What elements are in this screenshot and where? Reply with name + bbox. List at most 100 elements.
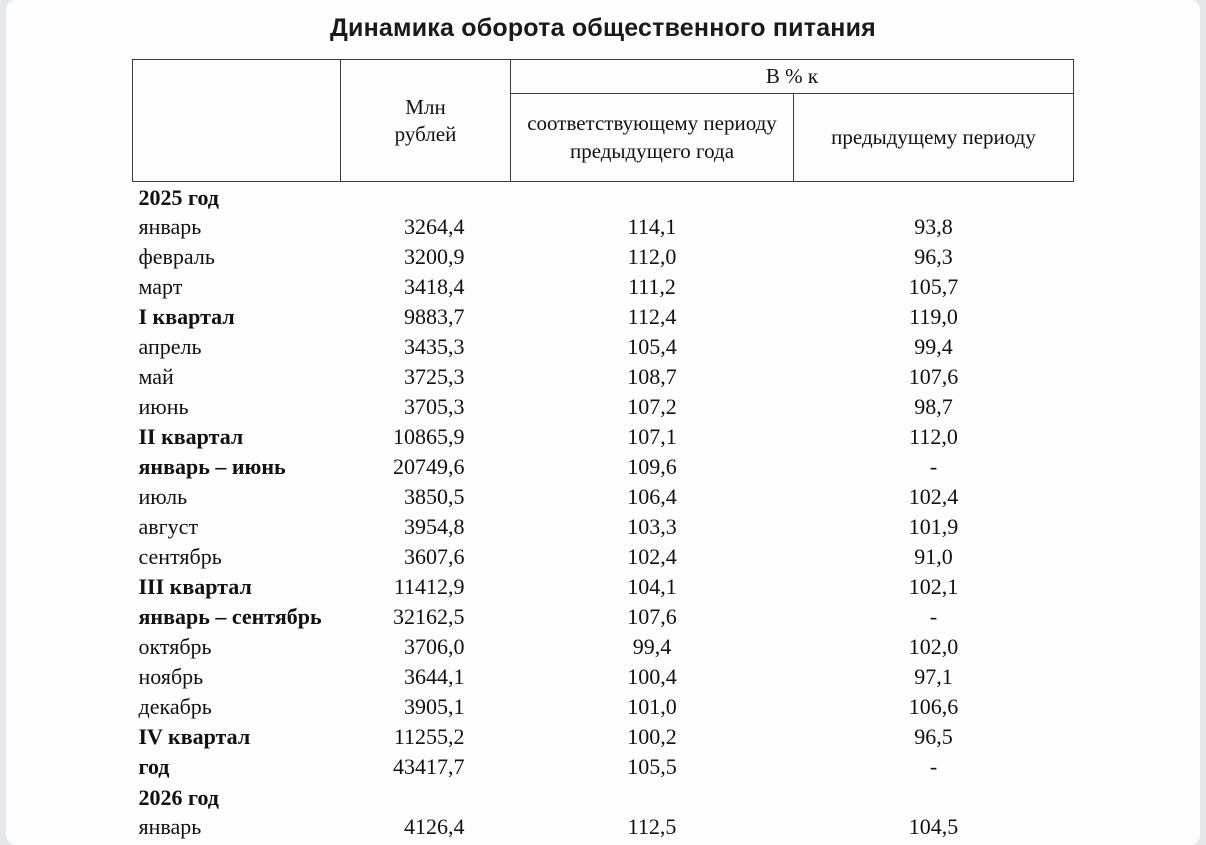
table-row: октябрь 3706,0 99,4 102,0 bbox=[133, 632, 1074, 662]
table-header: Млн рублей В % к соответствующему период… bbox=[132, 59, 1075, 182]
row-value-mln: 43417,7 bbox=[393, 754, 465, 779]
table-body: 2025 год январь 3264,4 114,1 93,8 февраль 3200… bbox=[133, 182, 1074, 843]
table-row: сентябрь 3607,6 102,4 91,0 bbox=[133, 542, 1074, 572]
table-row: III квартал 11412,9 104,1 102,1 bbox=[133, 572, 1074, 602]
row-label: июль bbox=[138, 484, 188, 509]
table-row: май 3725,3 108,7 107,6 bbox=[133, 362, 1074, 392]
row-value-prev-period: 102,1 bbox=[908, 574, 959, 599]
table-row: I квартал 9883,7 112,4 119,0 bbox=[133, 302, 1074, 332]
row-label: март bbox=[138, 274, 183, 299]
table-row: июль 3850,5 106,4 102,4 bbox=[133, 482, 1074, 512]
row-value-same-period bbox=[511, 782, 794, 812]
row-value-same-period: 105,5 bbox=[627, 754, 677, 779]
row-value-same-period: 111,2 bbox=[628, 274, 676, 299]
row-value-prev-period: 107,6 bbox=[908, 364, 959, 389]
header-empty-cell bbox=[132, 59, 341, 182]
row-value-same-period: 112,5 bbox=[627, 814, 677, 839]
row-label: февраль bbox=[138, 244, 215, 269]
row-value-same-period: 102,4 bbox=[627, 544, 677, 569]
row-value-prev-period: 112,0 bbox=[909, 424, 958, 449]
row-value-prev-period: 93,8 bbox=[914, 214, 953, 239]
row-value-prev-period: 96,5 bbox=[914, 724, 953, 749]
table-row: декабрь 3905,1 101,0 106,6 bbox=[133, 692, 1074, 722]
row-label: IV квартал bbox=[138, 724, 251, 749]
row-value-prev-period: 91,0 bbox=[914, 544, 953, 569]
table-row: февраль 3200,9 112,0 96,3 bbox=[133, 242, 1074, 272]
row-value-mln: 3725,3 bbox=[404, 364, 465, 389]
table-row: июнь 3705,3 107,2 98,7 bbox=[133, 392, 1074, 422]
row-label: январь – июнь bbox=[138, 454, 286, 479]
row-value-prev-period: 106,6 bbox=[908, 694, 959, 719]
row-label: декабрь bbox=[138, 694, 212, 719]
row-value-same-period: 103,3 bbox=[627, 514, 677, 539]
row-label: II квартал bbox=[138, 424, 244, 449]
row-label: октябрь bbox=[138, 634, 212, 659]
row-label: май bbox=[138, 364, 174, 389]
row-value-same-period: 107,2 bbox=[627, 394, 677, 419]
table-row: ноябрь 3644,1 100,4 97,1 bbox=[133, 662, 1074, 692]
row-value-same-period: 114,1 bbox=[627, 214, 677, 239]
row-value-mln: 32162,5 bbox=[393, 604, 465, 629]
table-row: январь – июнь 20749,6 109,6 - bbox=[133, 452, 1074, 482]
row-value-prev-period: - bbox=[929, 454, 938, 479]
row-value-mln: 3954,8 bbox=[404, 514, 465, 539]
row-value-prev-period bbox=[794, 182, 1074, 213]
row-label: III квартал bbox=[138, 574, 252, 599]
row-value-same-period: 112,0 bbox=[627, 244, 677, 269]
table-row: апрель 3435,3 105,4 99,4 bbox=[133, 332, 1074, 362]
table-row: II квартал 10865,9 107,1 112,0 bbox=[133, 422, 1074, 452]
row-label: июнь bbox=[138, 394, 189, 419]
row-value-prev-period: 105,7 bbox=[908, 274, 959, 299]
row-value-same-period: 100,4 bbox=[627, 664, 677, 689]
row-label: январь bbox=[138, 214, 202, 239]
catering-turnover-table: Млн рублей В % к соответствующему период… bbox=[132, 59, 1075, 843]
table-row: январь 3264,4 114,1 93,8 bbox=[133, 212, 1074, 242]
row-value-mln: 3644,1 bbox=[404, 664, 465, 689]
table-row: 2025 год bbox=[133, 182, 1074, 213]
row-value-prev-period: 99,4 bbox=[914, 334, 953, 359]
row-value-prev-period: 119,0 bbox=[909, 304, 958, 329]
page-title: Динамика оборота общественного питания bbox=[330, 14, 876, 42]
row-value-mln: 4126,4 bbox=[404, 814, 465, 839]
row-label: год bbox=[138, 754, 170, 779]
row-value-mln: 3418,4 bbox=[404, 274, 465, 299]
row-label: 2025 год bbox=[138, 185, 219, 210]
row-label: январь bbox=[138, 814, 202, 839]
row-label: 2026 год bbox=[138, 785, 219, 810]
row-value-mln bbox=[341, 782, 511, 812]
header-row-bottom: соответствующему периоду предыдущего год… bbox=[133, 93, 1075, 182]
row-value-same-period bbox=[511, 182, 794, 213]
document-page: Динамика оборота общественного питания М… bbox=[6, 0, 1200, 845]
row-value-same-period: 99,4 bbox=[632, 634, 672, 659]
row-value-mln: 11412,9 bbox=[393, 574, 465, 599]
row-value-mln: 9883,7 bbox=[404, 304, 465, 329]
row-value-mln: 3905,1 bbox=[404, 694, 465, 719]
row-value-same-period: 112,4 bbox=[627, 304, 677, 329]
row-value-mln: 3706,0 bbox=[404, 634, 465, 659]
header-prev-period: предыдущему периоду bbox=[792, 93, 1075, 182]
row-value-same-period: 106,4 bbox=[627, 484, 677, 509]
row-value-same-period: 104,1 bbox=[627, 574, 677, 599]
table-row: 2026 год bbox=[133, 782, 1074, 812]
row-value-same-period: 107,6 bbox=[627, 604, 677, 629]
row-value-mln: 20749,6 bbox=[393, 454, 465, 479]
row-label: сентябрь bbox=[138, 544, 222, 569]
header-percent-group: В % к bbox=[509, 59, 1075, 94]
row-value-mln: 11255,2 bbox=[393, 724, 465, 749]
row-value-mln: 3607,6 bbox=[404, 544, 465, 569]
header-row-top: Млн рублей В % к bbox=[132, 59, 1075, 182]
row-label: ноябрь bbox=[138, 664, 204, 689]
table-row: январь – сентябрь 32162,5 107,6 - bbox=[133, 602, 1074, 632]
row-value-prev-period: 98,7 bbox=[914, 394, 953, 419]
row-value-mln bbox=[341, 182, 511, 213]
row-value-same-period: 101,0 bbox=[627, 694, 677, 719]
row-value-same-period: 108,7 bbox=[627, 364, 677, 389]
row-value-same-period: 107,1 bbox=[627, 424, 677, 449]
row-value-mln: 10865,9 bbox=[393, 424, 465, 449]
row-value-mln: 3850,5 bbox=[404, 484, 465, 509]
row-value-prev-period: 102,0 bbox=[908, 634, 959, 659]
row-label: апрель bbox=[138, 334, 202, 359]
row-value-same-period: 105,4 bbox=[627, 334, 677, 359]
row-value-prev-period: 104,5 bbox=[908, 814, 959, 839]
table-row: март 3418,4 111,2 105,7 bbox=[133, 272, 1074, 302]
